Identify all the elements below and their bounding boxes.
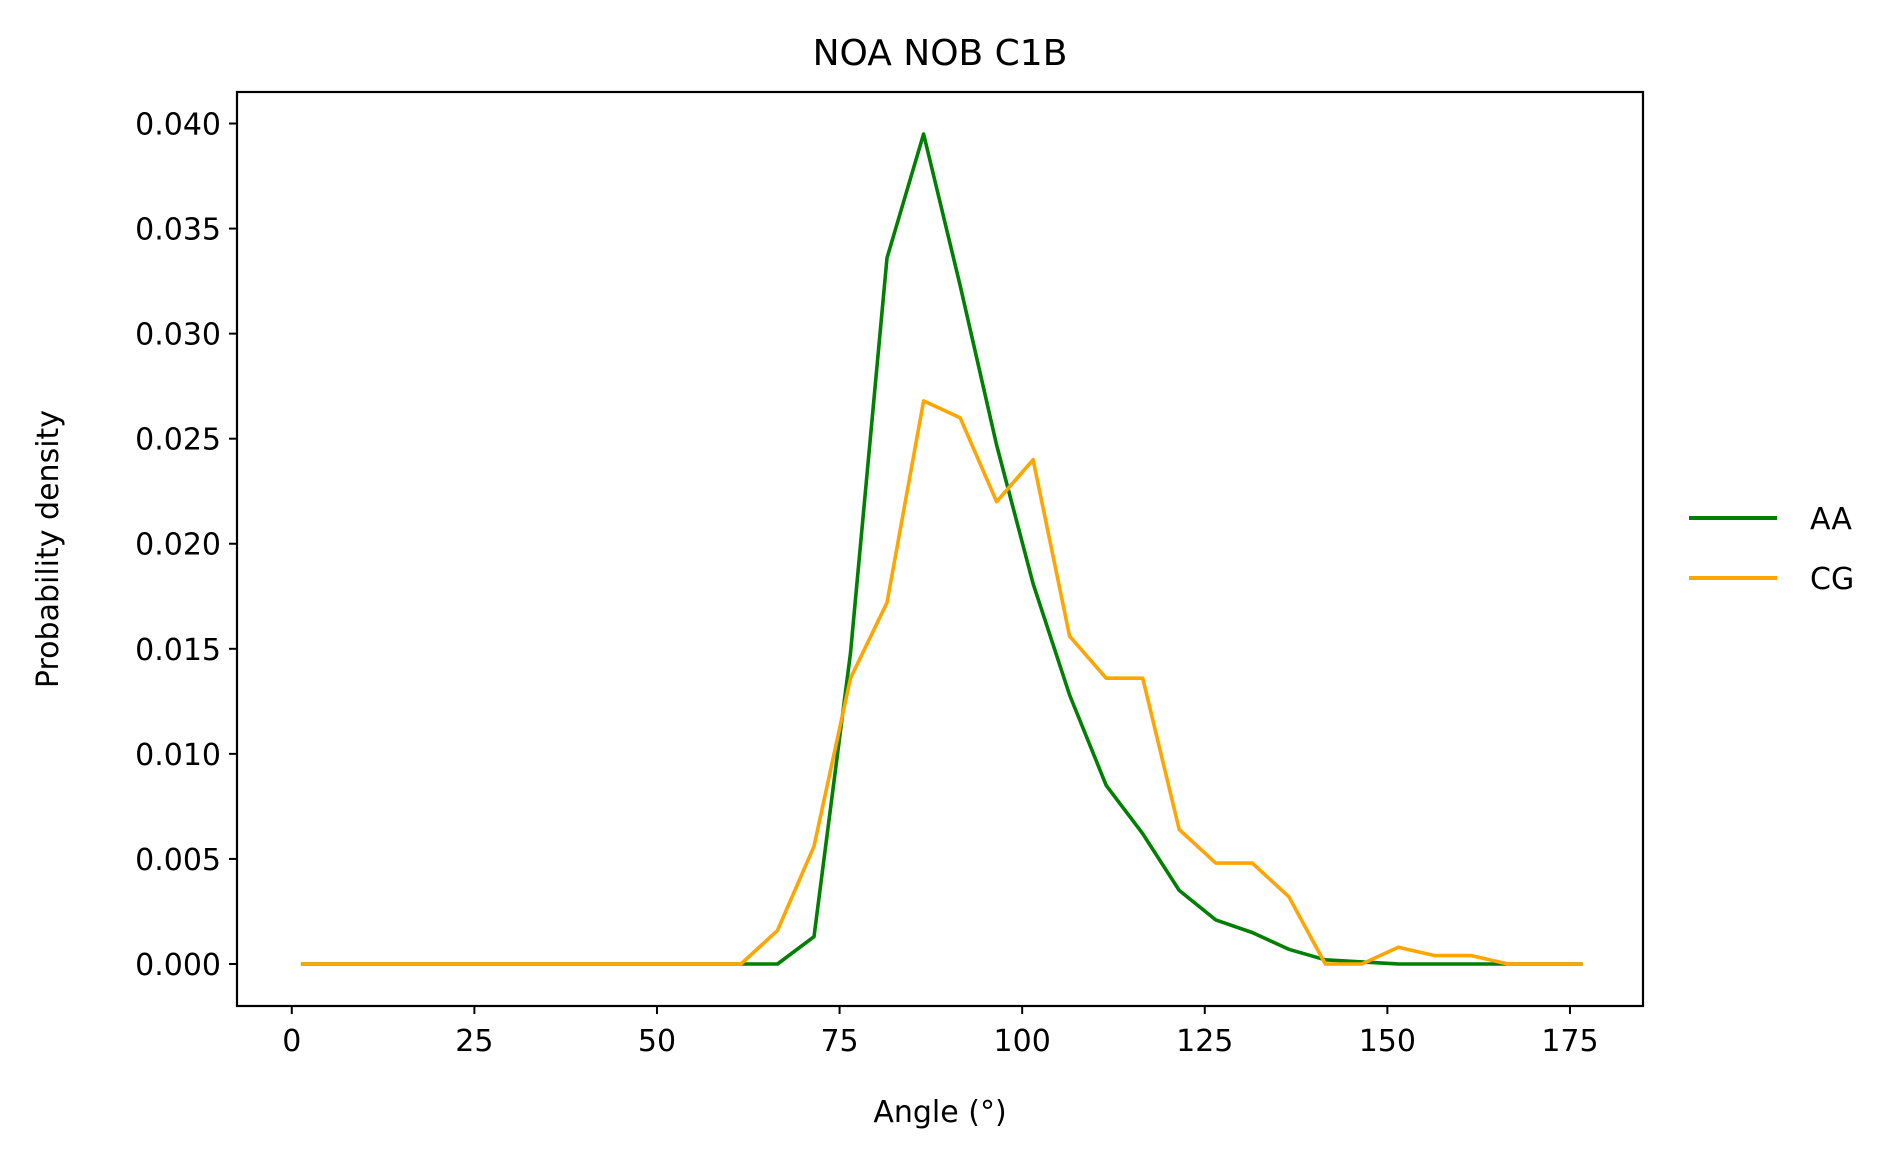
x-tick-label: 175 bbox=[1541, 1024, 1598, 1059]
series-layer bbox=[300, 132, 1583, 966]
y-tick-label: 0.040 bbox=[135, 108, 221, 143]
y-axis-label: Probability density bbox=[31, 410, 66, 688]
legend-label-aa: AA bbox=[1810, 502, 1852, 537]
x-tick-label: 25 bbox=[455, 1024, 493, 1059]
legend-label-cg: CG bbox=[1810, 562, 1854, 597]
y-tick-label: 0.035 bbox=[135, 213, 221, 248]
y-tick-label: 0.015 bbox=[135, 633, 221, 668]
plot-area-frame bbox=[235, 90, 1645, 1008]
y-axis-ticks: 0.000 0.005 0.010 0.015 0.020 0.025 0.030 0.035… bbox=[135, 108, 237, 983]
y-tick-label: 0.025 bbox=[135, 423, 221, 458]
chart-title: NOA NOB C1B bbox=[813, 33, 1068, 74]
x-axis-label: Angle (°) bbox=[873, 1095, 1006, 1130]
series-line-cg bbox=[300, 399, 1583, 966]
x-axis-ticks: 0 25 50 75 100 125 150 175 bbox=[282, 1006, 1599, 1059]
y-tick-label: 0.010 bbox=[135, 738, 221, 773]
y-tick-label: 0.030 bbox=[135, 318, 221, 353]
x-tick-label: 50 bbox=[638, 1024, 676, 1059]
x-tick-label: 150 bbox=[1359, 1024, 1416, 1059]
y-tick-label: 0.005 bbox=[135, 843, 221, 878]
x-tick-label: 125 bbox=[1176, 1024, 1233, 1059]
x-tick-label: 75 bbox=[820, 1024, 858, 1059]
y-tick-label: 0.020 bbox=[135, 528, 221, 563]
legend: AA CG bbox=[1689, 502, 1854, 597]
x-tick-label: 0 bbox=[282, 1024, 301, 1059]
x-tick-label: 100 bbox=[994, 1024, 1051, 1059]
y-tick-label: 0.000 bbox=[135, 948, 221, 983]
